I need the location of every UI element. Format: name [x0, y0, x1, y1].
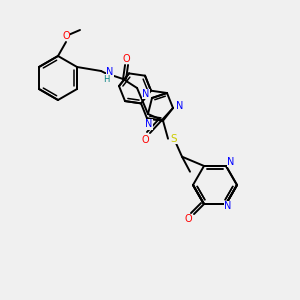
Text: O: O: [62, 31, 70, 41]
Text: N: N: [106, 67, 114, 77]
Text: O: O: [122, 54, 130, 64]
Text: H: H: [103, 74, 109, 83]
Text: S: S: [171, 134, 177, 144]
Text: O: O: [184, 214, 192, 224]
Text: N: N: [145, 119, 153, 129]
Text: N: N: [142, 89, 150, 99]
Text: N: N: [176, 101, 184, 111]
Text: O: O: [141, 135, 149, 145]
Text: N: N: [224, 201, 232, 211]
Text: N: N: [227, 157, 235, 167]
